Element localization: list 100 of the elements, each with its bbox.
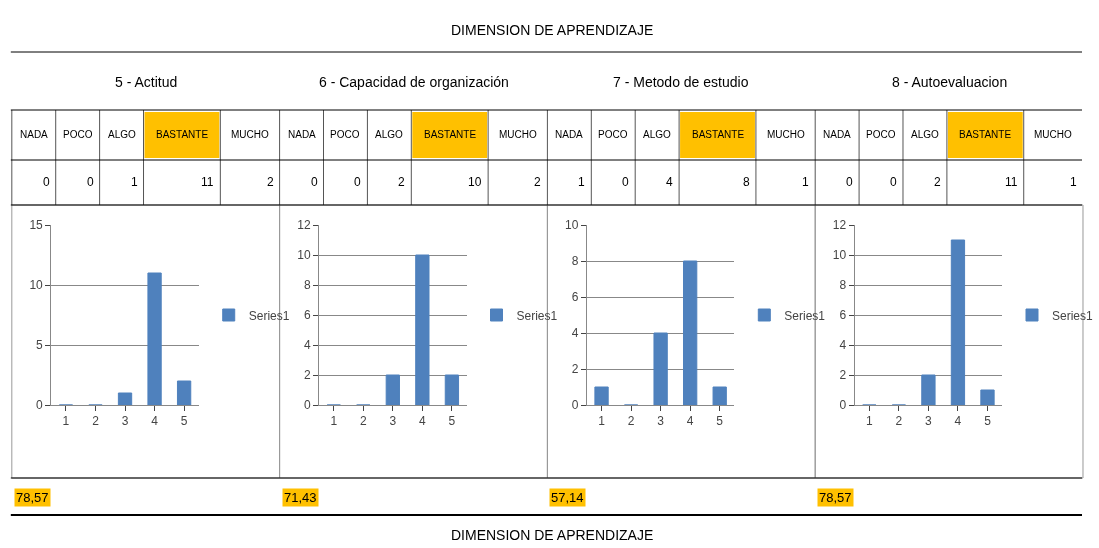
- text: 2: [398, 175, 405, 189]
- y-tick-label: 4: [303, 338, 311, 353]
- text: BASTANTE: [692, 129, 745, 140]
- text: 0: [622, 175, 629, 189]
- text: POCO: [330, 129, 360, 140]
- legend-label: Series1: [516, 308, 558, 323]
- text: BASTANTE: [959, 129, 1012, 140]
- text: 78,57: [819, 490, 852, 505]
- x-tick-label: 2: [359, 414, 367, 429]
- y-tick-label: 15: [29, 218, 44, 233]
- x-tick-label: 4: [686, 414, 694, 429]
- text: 1: [1070, 175, 1077, 189]
- x-tick-label: 5: [448, 414, 456, 429]
- y-tick-label: 8: [571, 254, 579, 269]
- x-tick-label: 2: [895, 414, 903, 429]
- text: MUCHO: [499, 129, 537, 140]
- y-tick-label: 10: [565, 218, 579, 233]
- bar: [117, 392, 133, 405]
- text: ALGO: [375, 129, 404, 140]
- bar: [594, 386, 609, 405]
- y-tick-label: 10: [297, 248, 311, 263]
- y-tick-label: 8: [303, 278, 311, 293]
- x-tick-label: 2: [627, 414, 635, 429]
- text: 1: [802, 175, 809, 189]
- y-tick-label: 6: [839, 308, 847, 323]
- x-tick-label: 3: [657, 414, 665, 429]
- legend-label: Series1: [1052, 308, 1094, 323]
- x-tick-label: 2: [92, 414, 100, 429]
- text: 1: [131, 175, 138, 189]
- text: 10: [468, 175, 482, 189]
- text: 8: [743, 175, 750, 189]
- y-tick-label: 10: [29, 278, 44, 293]
- text: 71,43: [284, 490, 317, 505]
- y-tick-label: 10: [832, 248, 847, 263]
- bar: [950, 239, 966, 405]
- y-tick-label: 4: [839, 338, 847, 353]
- text: ALGO: [108, 129, 137, 140]
- x-tick-label: 5: [180, 414, 188, 429]
- legend-label: Series1: [248, 308, 290, 323]
- bar: [921, 374, 936, 405]
- chart-title: 6 - Capacidad de organización: [319, 74, 509, 90]
- x-tick-label: 1: [330, 414, 338, 429]
- legend-label: Series1: [784, 308, 826, 323]
- text: 0: [890, 175, 897, 189]
- chart-title: 8 - Autoevaluacion: [892, 74, 1008, 90]
- bar: [415, 254, 430, 405]
- text: 2: [934, 175, 941, 189]
- text: BASTANTE: [156, 129, 209, 140]
- y-tick-label: 4: [571, 326, 579, 341]
- y-tick-label: 0: [303, 398, 311, 413]
- y-tick-label: 12: [297, 218, 311, 233]
- text: 57,14: [551, 490, 584, 505]
- y-tick-label: 5: [36, 338, 44, 353]
- text: 2: [267, 175, 274, 189]
- y-tick-label: 0: [571, 398, 579, 413]
- text: MUCHO: [767, 129, 805, 140]
- text: 2: [534, 175, 541, 189]
- y-tick-label: 0: [839, 398, 847, 413]
- x-tick-label: 4: [419, 414, 427, 429]
- text: 11: [201, 175, 214, 189]
- bar: [147, 272, 162, 405]
- x-tick-label: 3: [925, 414, 933, 429]
- y-tick-label: 6: [303, 308, 311, 323]
- text: POCO: [598, 129, 628, 140]
- y-tick-label: 12: [832, 218, 847, 233]
- x-tick-label: 4: [151, 414, 159, 429]
- text: 0: [354, 175, 361, 189]
- x-tick-label: 4: [954, 414, 962, 429]
- text: ALGO: [643, 129, 672, 140]
- x-tick-label: 5: [984, 414, 992, 429]
- bar: [653, 332, 668, 405]
- text: MUCHO: [1034, 129, 1072, 140]
- y-tick-label: 8: [839, 278, 847, 293]
- text: DIMENSION DE APRENDIZAJE: [451, 22, 654, 38]
- x-tick-label: 5: [716, 414, 724, 429]
- text: POCO: [63, 129, 93, 140]
- text: NADA: [555, 129, 584, 140]
- y-tick-label: 2: [303, 368, 311, 383]
- bar: [980, 389, 995, 405]
- text: 78,57: [16, 490, 49, 505]
- x-tick-label: 3: [121, 414, 129, 429]
- text: DIMENSION DE APRENDIZAJE: [451, 527, 654, 543]
- y-tick-label: 2: [571, 362, 579, 377]
- text: 4: [666, 175, 673, 189]
- bar: [176, 380, 192, 405]
- bar: [683, 260, 698, 405]
- y-tick-label: 0: [36, 398, 44, 413]
- x-tick-label: 3: [389, 414, 397, 429]
- text: NADA: [823, 129, 852, 140]
- text: ALGO: [911, 129, 940, 140]
- text: NADA: [20, 129, 49, 140]
- text: 1: [578, 175, 585, 189]
- text: POCO: [866, 129, 896, 140]
- y-tick-label: 6: [571, 290, 579, 305]
- bar: [444, 374, 460, 405]
- bar: [712, 386, 727, 405]
- text: NADA: [288, 129, 317, 140]
- chart-title: 7 - Metodo de estudio: [613, 74, 749, 90]
- y-tick-label: 2: [839, 368, 847, 383]
- x-tick-label: 1: [598, 414, 606, 429]
